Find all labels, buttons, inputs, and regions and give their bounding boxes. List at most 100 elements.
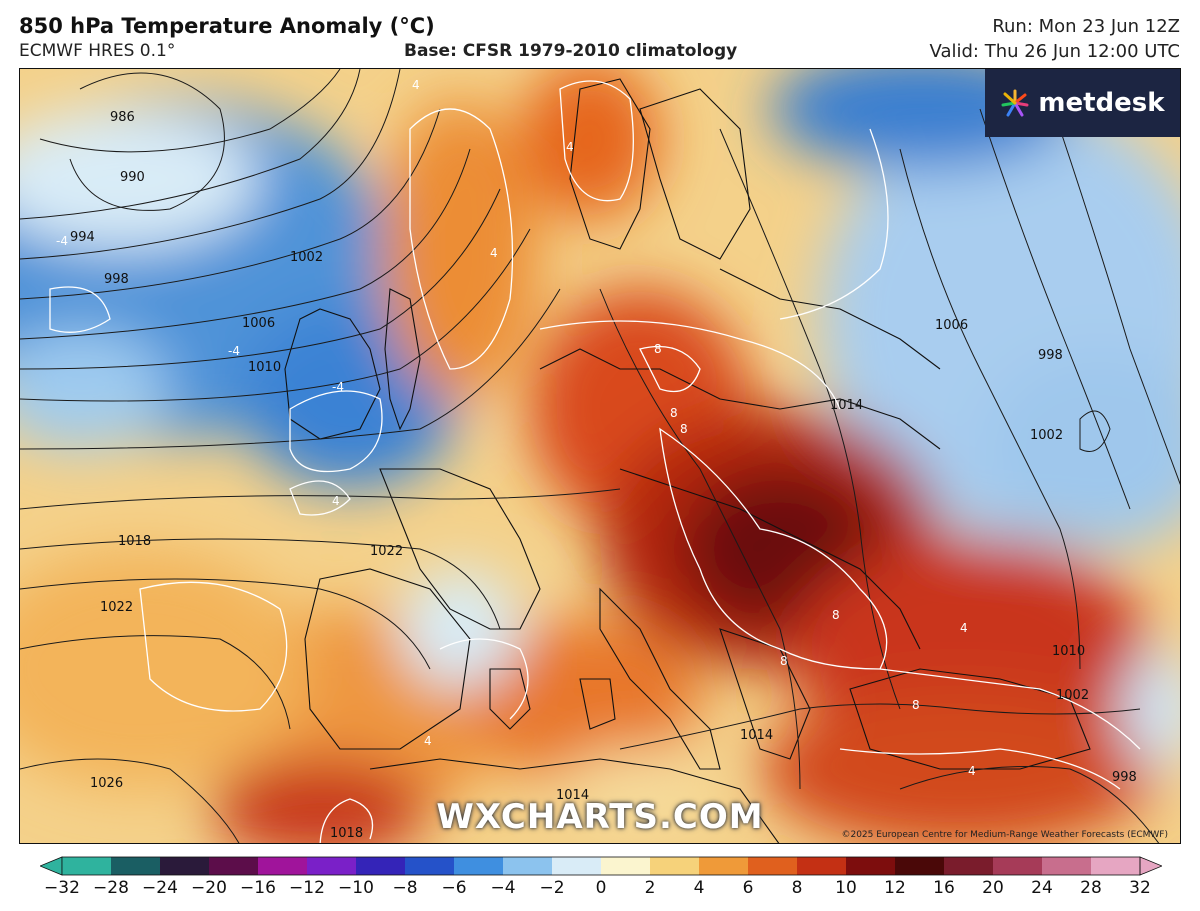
isobar-label: 1002 bbox=[1056, 688, 1089, 703]
colorbar-segment bbox=[1042, 857, 1092, 875]
colorbar-tick-label: 2 bbox=[644, 878, 656, 898]
colorbar-tick-label: −10 bbox=[338, 878, 374, 898]
map-panel: 986 990 994 998 1002 1006 1010 1014 1018… bbox=[19, 68, 1181, 844]
colorbar-segment bbox=[944, 857, 994, 875]
anomaly-label: 4 bbox=[332, 494, 340, 508]
colorbar-tick-label: −8 bbox=[392, 878, 418, 898]
colorbar-max-arrow bbox=[1139, 856, 1164, 876]
colorbar-tick-label: 24 bbox=[1031, 878, 1053, 898]
colorbar-tick-label: −12 bbox=[289, 878, 325, 898]
anomaly-label: 8 bbox=[680, 422, 688, 436]
colorbar-segment bbox=[62, 857, 112, 875]
anomaly-label: 8 bbox=[780, 654, 788, 668]
isobar-label: 1002 bbox=[1030, 428, 1063, 443]
anomaly-map: 986 990 994 998 1002 1006 1010 1014 1018… bbox=[20, 69, 1180, 843]
colorbar-segment bbox=[1091, 857, 1141, 875]
colorbar-tick-label: 20 bbox=[982, 878, 1004, 898]
anomaly-label: 4 bbox=[960, 621, 968, 635]
colorbar-segment bbox=[307, 857, 357, 875]
colorbar-tick-label: −6 bbox=[441, 878, 467, 898]
anomaly-field bbox=[20, 69, 1180, 843]
colorbar-segment bbox=[209, 857, 259, 875]
anomaly-label: 8 bbox=[832, 608, 840, 622]
isobar-label: 1014 bbox=[830, 398, 863, 413]
anomaly-contours bbox=[49, 80, 1141, 843]
colorbar-segment bbox=[552, 857, 602, 875]
colorbar-segment bbox=[405, 857, 455, 875]
isobar-label: 1014 bbox=[556, 788, 589, 803]
colorbar-tick-label: 0 bbox=[595, 878, 607, 898]
colorbar-segment bbox=[895, 857, 945, 875]
isobar-label: 1010 bbox=[1052, 644, 1085, 659]
colorbar-tick-label: 16 bbox=[933, 878, 955, 898]
isobar-label: 1018 bbox=[330, 826, 363, 841]
isobar-labels: 986 990 994 998 1002 1006 1010 1014 1018… bbox=[70, 110, 1137, 841]
colorbar-scale bbox=[38, 856, 1164, 876]
chart-title: 850 hPa Temperature Anomaly (°C) bbox=[19, 14, 435, 38]
isobar-label: 1006 bbox=[242, 316, 275, 331]
colorbar-tick-label: −16 bbox=[240, 878, 276, 898]
colorbar-segment bbox=[601, 857, 651, 875]
colorbar-segment bbox=[160, 857, 210, 875]
anomaly-label: 4 bbox=[968, 764, 976, 778]
colorbar-segment bbox=[993, 857, 1043, 875]
colorbar-tick-label: −24 bbox=[142, 878, 178, 898]
isobar-label: 1026 bbox=[90, 776, 123, 791]
isobar-label: 1018 bbox=[118, 534, 151, 549]
colorbar-tick-label: −20 bbox=[191, 878, 227, 898]
anomaly-label: 4 bbox=[490, 246, 498, 260]
copyright-notice: ©2025 European Centre for Medium-Range W… bbox=[841, 830, 1168, 840]
colorbar-segment bbox=[699, 857, 749, 875]
anomaly-label: 4 bbox=[566, 140, 574, 154]
isobar-label: 998 bbox=[1038, 348, 1063, 363]
colorbar-tick-label: 8 bbox=[791, 878, 803, 898]
isobar-label: 990 bbox=[120, 170, 145, 185]
colorbar-segment bbox=[748, 857, 798, 875]
colorbar-segment bbox=[356, 857, 406, 875]
colorbar-tick-label: −32 bbox=[44, 878, 80, 898]
anomaly-label: -4 bbox=[332, 380, 344, 394]
colorbar-segment bbox=[111, 857, 161, 875]
header: 850 hPa Temperature Anomaly (°C) ECMWF H… bbox=[0, 0, 1200, 68]
isobar-label: 1006 bbox=[935, 318, 968, 333]
colorbar-tick-label: 12 bbox=[884, 878, 906, 898]
colorbar-tick-label: −28 bbox=[93, 878, 129, 898]
colorbar-tick-label: 28 bbox=[1080, 878, 1102, 898]
colorbar-segment bbox=[846, 857, 896, 875]
anomaly-label: 8 bbox=[670, 406, 678, 420]
metdesk-logo-icon bbox=[1001, 89, 1029, 117]
wxcharts-watermark: WXCHARTS.COM bbox=[436, 797, 764, 837]
metdesk-logo: metdesk bbox=[985, 69, 1180, 137]
climatology-base-label: Base: CFSR 1979-2010 climatology bbox=[404, 41, 738, 61]
run-label: Run: Mon 23 Jun 12Z bbox=[992, 16, 1180, 37]
metdesk-logo-text: metdesk bbox=[1038, 88, 1165, 118]
valid-time-label: Valid: Thu 26 Jun 12:00 UTC bbox=[929, 41, 1180, 62]
isobar-label: 1014 bbox=[740, 728, 773, 743]
colorbar-outline bbox=[61, 856, 1141, 876]
model-label: ECMWF HRES 0.1° bbox=[19, 41, 176, 61]
colorbar-min-arrow bbox=[38, 856, 63, 876]
colorbar-tick-label: 4 bbox=[693, 878, 705, 898]
colorbar-tick-label: 32 bbox=[1129, 878, 1151, 898]
colorbar-tick-label: −2 bbox=[539, 878, 565, 898]
isobar-label: 998 bbox=[104, 272, 129, 287]
isobar-label: 1022 bbox=[370, 544, 403, 559]
anomaly-labels: 4 4 4 -4 -4 -4 8 8 8 8 8 8 4 4 4 4 bbox=[56, 78, 976, 778]
coastlines bbox=[284, 78, 1091, 843]
anomaly-label: 8 bbox=[912, 698, 920, 712]
anomaly-label: -4 bbox=[56, 234, 68, 248]
colorbar-segment bbox=[797, 857, 847, 875]
isobar-label: 1022 bbox=[100, 600, 133, 615]
colorbar-segment bbox=[454, 857, 504, 875]
colorbar-segment bbox=[650, 857, 700, 875]
anomaly-label: 4 bbox=[412, 78, 420, 92]
isobar-label: 1002 bbox=[290, 250, 323, 265]
isobar-label: 1010 bbox=[248, 360, 281, 375]
colorbar-tick-label: 10 bbox=[835, 878, 857, 898]
isobar-label: 994 bbox=[70, 230, 95, 245]
colorbar-segment bbox=[258, 857, 308, 875]
isobars bbox=[20, 69, 1180, 843]
isobar-label: 986 bbox=[110, 110, 135, 125]
colorbar-tick-label: 6 bbox=[742, 878, 754, 898]
isobar-label: 998 bbox=[1112, 770, 1137, 785]
